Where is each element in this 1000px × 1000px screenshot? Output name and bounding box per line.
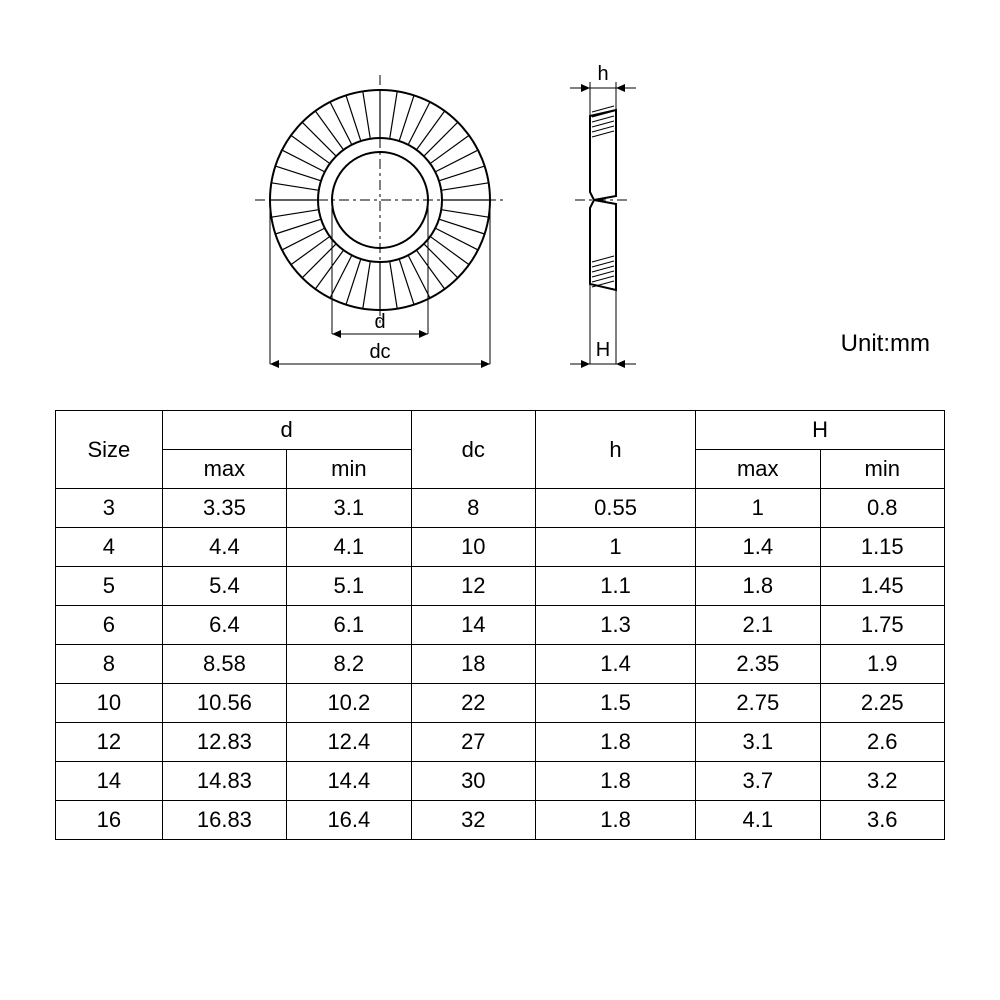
cell-d_max: 4.4 [162,528,286,567]
header-row-1: Size d dc h H [56,411,945,450]
cell-size: 6 [56,606,163,645]
cell-dc: 22 [411,684,535,723]
cell-d_max: 8.58 [162,645,286,684]
cell-d_min: 8.2 [287,645,411,684]
table-row: 1010.5610.2221.52.752.25 [56,684,945,723]
dimension-table: Size d dc h H max min max min 33.353.180… [55,410,945,840]
table-row: 55.45.1121.11.81.45 [56,567,945,606]
col-d: d [162,411,411,450]
cell-H_min: 2.6 [820,723,945,762]
col-H-max: max [696,450,820,489]
cell-h: 1.8 [536,723,696,762]
cell-size: 5 [56,567,163,606]
table-row: 66.46.1141.32.11.75 [56,606,945,645]
cell-d_min: 6.1 [287,606,411,645]
table-body: 33.353.180.5510.844.44.11011.41.1555.45.… [56,489,945,840]
table-row: 1616.8316.4321.84.13.6 [56,801,945,840]
cell-d_min: 14.4 [287,762,411,801]
cell-H_max: 1 [696,489,820,528]
svg-text:d: d [374,311,385,333]
cell-size: 8 [56,645,163,684]
cell-d_min: 16.4 [287,801,411,840]
cell-size: 16 [56,801,163,840]
cell-h: 1.3 [536,606,696,645]
cell-H_min: 1.15 [820,528,945,567]
cell-H_max: 4.1 [696,801,820,840]
table-row: 88.588.2181.42.351.9 [56,645,945,684]
svg-text:H: H [596,339,610,361]
cell-H_max: 1.4 [696,528,820,567]
cell-h: 1 [536,528,696,567]
cell-d_min: 4.1 [287,528,411,567]
cell-H_max: 3.7 [696,762,820,801]
cell-h: 1.8 [536,801,696,840]
cell-h: 1.1 [536,567,696,606]
cell-H_min: 0.8 [820,489,945,528]
table-row: 33.353.180.5510.8 [56,489,945,528]
cell-size: 10 [56,684,163,723]
table-row: 1414.8314.4301.83.73.2 [56,762,945,801]
cell-H_min: 1.9 [820,645,945,684]
cell-dc: 18 [411,645,535,684]
svg-text:dc: dc [369,341,390,363]
dimension-table-wrap: Size d dc h H max min max min 33.353.180… [55,410,945,840]
cell-dc: 12 [411,567,535,606]
cell-d_max: 14.83 [162,762,286,801]
cell-d_min: 10.2 [287,684,411,723]
cell-size: 14 [56,762,163,801]
col-d-min: min [287,450,411,489]
col-dc: dc [411,411,535,489]
cell-h: 1.5 [536,684,696,723]
col-h: h [536,411,696,489]
svg-text:h: h [597,63,608,85]
cell-dc: 27 [411,723,535,762]
cell-dc: 30 [411,762,535,801]
cell-d_max: 6.4 [162,606,286,645]
cell-d_max: 3.35 [162,489,286,528]
cell-H_max: 2.1 [696,606,820,645]
cell-size: 12 [56,723,163,762]
cell-dc: 32 [411,801,535,840]
cell-size: 4 [56,528,163,567]
cell-d_min: 5.1 [287,567,411,606]
cell-H_min: 1.75 [820,606,945,645]
cell-h: 0.55 [536,489,696,528]
washer-diagram: d dc h H [230,50,770,370]
cell-d_min: 3.1 [287,489,411,528]
col-H: H [696,411,945,450]
table-row: 1212.8312.4271.83.12.6 [56,723,945,762]
cell-H_min: 2.25 [820,684,945,723]
cell-H_max: 3.1 [696,723,820,762]
cell-H_min: 1.45 [820,567,945,606]
cell-d_max: 10.56 [162,684,286,723]
cell-H_max: 2.75 [696,684,820,723]
page-root: ddchH Unit:mm Size d dc h H max min max [0,0,1000,1000]
cell-d_max: 16.83 [162,801,286,840]
cell-H_min: 3.2 [820,762,945,801]
cell-dc: 14 [411,606,535,645]
col-H-min: min [820,450,945,489]
washer-svg: d dc h H [230,50,770,370]
cell-H_min: 3.6 [820,801,945,840]
cell-d_max: 5.4 [162,567,286,606]
cell-H_max: 2.35 [696,645,820,684]
cell-dc: 8 [411,489,535,528]
table-row: 44.44.11011.41.15 [56,528,945,567]
cell-dc: 10 [411,528,535,567]
col-size: Size [56,411,163,489]
cell-size: 3 [56,489,163,528]
cell-d_min: 12.4 [287,723,411,762]
cell-h: 1.4 [536,645,696,684]
col-d-max: max [162,450,286,489]
cell-H_max: 1.8 [696,567,820,606]
unit-label: Unit:mm [841,330,930,358]
cell-d_max: 12.83 [162,723,286,762]
cell-h: 1.8 [536,762,696,801]
